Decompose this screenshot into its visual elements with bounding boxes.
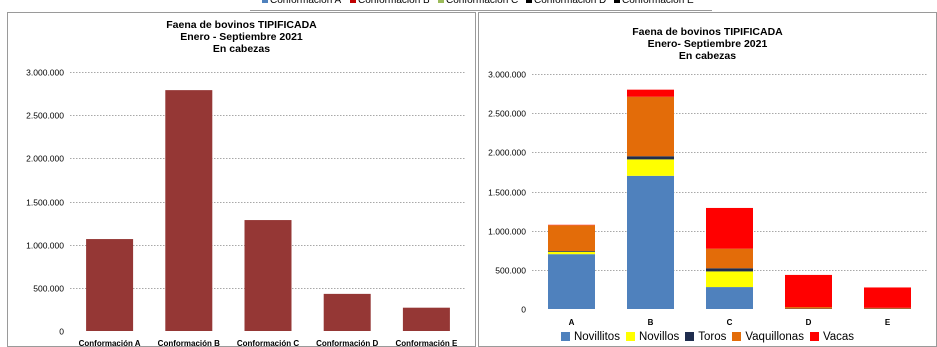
chart1-ytick-label-1: 500.000	[33, 284, 64, 294]
chart2-bar-4-vaquillonas	[864, 307, 911, 309]
chart1-category-label-2: Conformación C	[237, 339, 299, 346]
chart2-bar-0-novillos	[548, 251, 595, 255]
chart2-bar-0-vaquillonas	[548, 225, 595, 252]
chart2-bar-1-toros	[627, 156, 674, 160]
top-legend-strip: Conformación A Conformación B Conformación…	[250, 0, 712, 11]
chart2-ytick-label-5: 2.500.000	[488, 109, 526, 119]
legend-strip-swatch-2	[438, 0, 444, 3]
chart2-category-label-3: D	[806, 318, 812, 327]
chart2-ytick-label-0: 0	[521, 305, 526, 315]
chart2-legend-swatch-3	[732, 332, 742, 341]
chart1-plot: 0 500.000 1.000.000 1.500.000 2.000.000 2.500…	[26, 68, 466, 346]
chart2-bar-1-vaquillonas	[627, 96, 674, 157]
legend-strip-label-3: Conformación D	[534, 0, 606, 6]
chart2-category-label-4: E	[885, 318, 891, 327]
chart1-bar-0	[86, 239, 134, 331]
chart2-bar-1-novillos	[627, 159, 674, 176]
chart2-bar-2-vaquillonas	[706, 248, 753, 269]
chart2-bar-0-novillitos	[548, 254, 595, 309]
chart2-subtitle2: En cabezas	[678, 50, 737, 62]
chart1-category-label-4: Conformación E	[396, 339, 458, 346]
chart1-bar-3	[323, 293, 371, 331]
chart2-title: Faena de bovinos TIPIFICADA	[632, 26, 783, 38]
chart1-bar-2	[244, 220, 292, 331]
chart2-ytick-label-3: 1.500.000	[488, 188, 526, 198]
chart2-category-label-0: A	[569, 318, 575, 327]
chart2-ytick-label-2: 1.000.000	[488, 227, 526, 237]
chart1-category-label-0: Conformación A	[79, 339, 141, 346]
legend-strip-swatch-4	[614, 0, 620, 3]
chart1-ytick-label-2: 1.000.000	[26, 241, 64, 251]
chart1-title-block: Faena de bovinos TIPIFICADA Enero - Sept…	[8, 19, 475, 55]
legend-strip-label-1: Conformación B	[358, 0, 430, 6]
chart2-title-block: Faena de bovinos TIPIFICADA Enero- Septi…	[479, 26, 936, 62]
chart2-ytick-label-6: 3.000.000	[488, 70, 526, 80]
chart2-legend-label-2: Toros	[698, 331, 727, 343]
chart2-bar-1-novillitos	[627, 175, 674, 309]
chart2-bar-3-vaquillonas	[785, 307, 832, 309]
chart2-legend-label-0: Novillitos	[573, 331, 620, 343]
chart2-legend-swatch-2	[685, 332, 695, 341]
chart1-title: Faena de bovinos TIPIFICADA	[166, 19, 317, 31]
chart2-legend-label-3: Vaquillonas	[745, 331, 804, 343]
chart1-subtitle: Enero - Septiembre 2021	[180, 31, 303, 43]
chart-stacked-categories: Faena de bovinos TIPIFICADA Enero- Septi…	[478, 12, 937, 347]
chart2-bar-2-toros	[706, 268, 753, 272]
chart1-ytick-label-5: 2.500.000	[26, 111, 64, 121]
chart1-bar-4	[402, 307, 450, 331]
chart-conformacion-totals: Faena de bovinos TIPIFICADA Enero - Sept…	[7, 12, 476, 347]
chart1-category-label-3: Conformación D	[316, 339, 378, 346]
chart2-ytick-label-1: 500.000	[495, 266, 526, 276]
chart2-legend-item-0: Novillitos	[560, 331, 620, 343]
chart2-legend-label-4: Vacas	[822, 331, 855, 343]
chart2-legend-swatch-4	[809, 332, 819, 341]
chart1-ytick-label-4: 2.000.000	[26, 154, 64, 164]
chart2-bar-2-vacas	[706, 207, 753, 249]
chart2-legend: Novillitos Novillos Toros Vaquillonas Vacas	[479, 331, 936, 343]
chart2-legend-swatch-1	[625, 332, 635, 341]
chart2-category-label-2: C	[727, 318, 733, 327]
chart2-bar-4-vacas	[864, 287, 911, 308]
chart1-bar-1	[165, 90, 213, 331]
legend-strip-label-2: Conformación C	[446, 0, 518, 6]
chart2-plot: 0 500.000 1.000.000 1.500.000 2.000.000 2.500…	[488, 70, 927, 327]
chart2-bar-2-novillitos	[706, 287, 753, 309]
chart2-bar-0-toros	[548, 251, 595, 252]
chart2-legend-item-3: Vaquillonas	[732, 331, 804, 343]
chart1-subtitle2: En cabezas	[212, 43, 271, 55]
legend-strip-label-4: Conformación E	[622, 0, 694, 6]
chart2-legend-label-1: Novillos	[638, 331, 680, 343]
chart2-bar-2-novillos	[706, 271, 753, 288]
chart1-ytick-label-6: 3.000.000	[26, 68, 64, 78]
chart2-bar-1-vacas	[627, 89, 674, 97]
chart2-category-label-1: B	[648, 318, 654, 327]
chart2-legend-swatch-0	[560, 332, 570, 341]
chart2-legend-item-1: Novillos	[625, 331, 680, 343]
chart2-legend-item-2: Toros	[685, 331, 726, 343]
chart1-category-label-1: Conformación B	[158, 339, 220, 346]
chart2-ytick-label-4: 2.000.000	[488, 148, 526, 158]
chart1-ytick-label-3: 1.500.000	[26, 198, 64, 208]
chart2-bar-3-vacas	[785, 274, 832, 308]
chart1-ytick-label-0: 0	[59, 327, 64, 337]
chart2-subtitle: Enero- Septiembre 2021	[647, 38, 768, 50]
legend-strip-swatch-3	[526, 0, 532, 3]
chart2-legend-item-4: Vacas	[809, 331, 855, 343]
legend-strip-swatch-0	[262, 0, 268, 3]
legend-strip-label-0: Conformación A	[270, 0, 341, 6]
legend-strip-swatch-1	[350, 0, 356, 3]
